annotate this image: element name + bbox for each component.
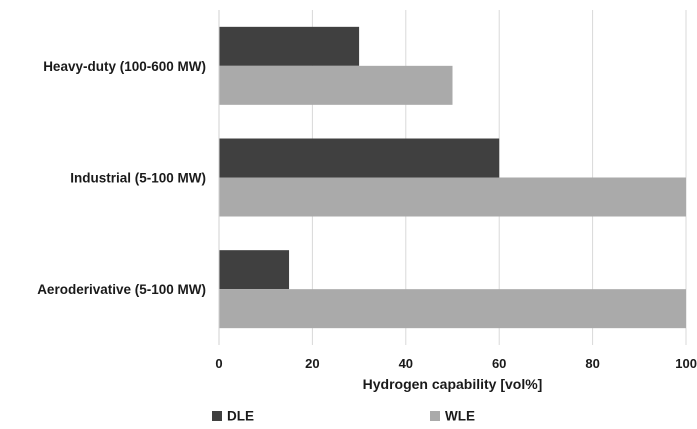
x-tick-labels: 0 20 40 60 80 100	[215, 356, 697, 371]
x-tick-label-40: 40	[399, 356, 413, 371]
x-tick-label-20: 20	[305, 356, 319, 371]
category-label-2: Aeroderivative (5-100 MW)	[37, 282, 206, 297]
bar-wle-0	[219, 65, 453, 105]
legend-label-dle: DLE	[227, 409, 254, 424]
legend-swatch-wle	[430, 411, 440, 421]
legend-swatch-dle	[212, 411, 222, 421]
bar-wle-1	[219, 177, 686, 217]
bar-dle-2	[219, 250, 290, 290]
x-tick-label-60: 60	[492, 356, 506, 371]
bar-dle-1	[219, 138, 500, 178]
x-tick-label-0: 0	[215, 356, 222, 371]
category-label-0: Heavy-duty (100-600 MW)	[43, 59, 206, 74]
category-label-1: Industrial (5-100 MW)	[70, 171, 206, 186]
bar-wle-2	[219, 289, 686, 329]
x-tick-label-100: 100	[675, 356, 697, 371]
x-axis-title: Hydrogen capability [vol%]	[363, 376, 543, 392]
legend-label-wle: WLE	[445, 409, 475, 424]
bars	[219, 26, 686, 329]
legend: DLE WLE	[212, 409, 475, 424]
category-labels: Heavy-duty (100-600 MW) Industrial (5-100…	[37, 59, 206, 297]
bar-dle-0	[219, 26, 360, 66]
x-tick-label-80: 80	[585, 356, 599, 371]
